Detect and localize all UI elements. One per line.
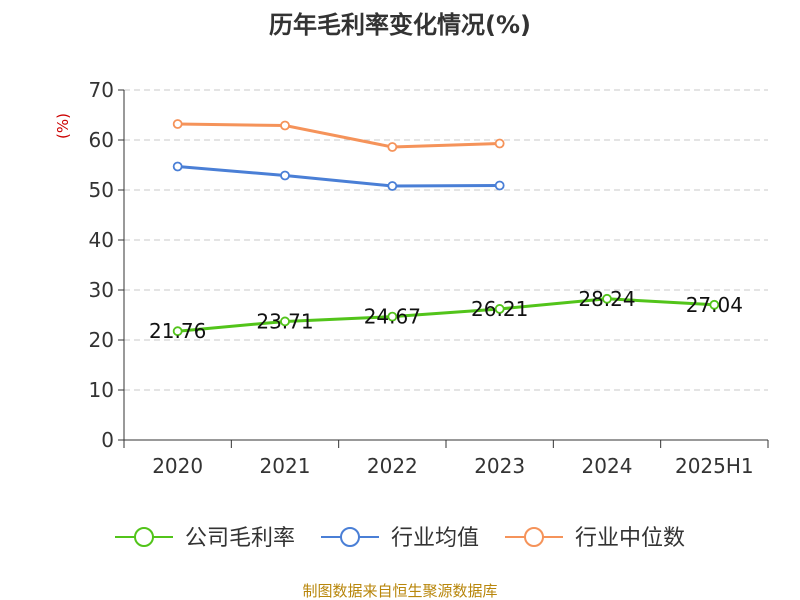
source-note: 制图数据来自恒生聚源数据库	[302, 582, 497, 600]
data-label: 23.71	[256, 309, 313, 333]
data-point	[172, 326, 183, 337]
legend-label: 行业均值	[391, 526, 479, 551]
data-label: 27.04	[686, 293, 743, 317]
legend-item[interactable]: 行业均值	[321, 526, 479, 551]
chart-title: 历年毛利率变化情况(%)	[269, 11, 531, 39]
data-point	[494, 180, 505, 191]
series-line-1	[177, 165, 500, 188]
data-point	[494, 138, 505, 149]
y-tick-label: 10	[89, 378, 114, 402]
data-label: 28.24	[578, 287, 635, 311]
y-tick-label: 70	[89, 78, 114, 102]
data-point	[709, 299, 720, 310]
x-tick-label: 2020	[152, 454, 203, 478]
axes: 0 10 20 30 40 50 60 70 2020 2021 2022 2023 2024 2025H…	[89, 78, 769, 478]
y-tick-label: 0	[101, 428, 114, 452]
y-tick-label: 40	[89, 228, 114, 252]
data-point	[280, 120, 290, 131]
data-point	[172, 161, 183, 172]
y-tick-label: 50	[89, 178, 114, 202]
legend-marker-circle	[340, 527, 360, 547]
y-tick-label: 20	[89, 328, 114, 352]
series-line-2	[177, 122, 500, 149]
data-point	[602, 293, 612, 304]
legend[interactable]: 公司毛利率 行业均值 行业中位数	[115, 526, 685, 551]
y-tick-label: 60	[89, 128, 114, 152]
data-point	[387, 311, 398, 322]
x-tick-label: 2025H1	[675, 454, 754, 478]
legend-marker-circle	[524, 527, 544, 547]
data-labels: 21.76 23.71 24.67 26.21 28.24 27.04	[149, 287, 743, 343]
series-line-0	[177, 297, 715, 333]
data-point	[494, 304, 505, 314]
data-label: 26.21	[471, 297, 528, 321]
y-axis-label: (%)	[54, 113, 72, 139]
x-tick-label: 2024	[582, 454, 633, 478]
x-tick-label: 2021	[260, 454, 311, 478]
data-point	[172, 119, 183, 129]
data-point	[387, 181, 398, 191]
x-tick-label: 2023	[474, 454, 525, 478]
y-tick-label: 30	[89, 278, 114, 302]
legend-item[interactable]: 行业中位数	[505, 526, 685, 551]
grid	[124, 89, 768, 391]
legend-item[interactable]: 公司毛利率	[115, 526, 295, 551]
data-point	[280, 316, 290, 327]
x-tick-label: 2022	[367, 454, 418, 478]
legend-label: 公司毛利率	[185, 526, 295, 551]
data-label: 24.67	[364, 305, 421, 329]
data-label: 21.76	[149, 319, 206, 343]
series	[172, 119, 720, 337]
legend-marker-circle	[134, 527, 154, 547]
legend-label: 行业中位数	[575, 526, 685, 551]
data-point	[280, 170, 290, 181]
data-point	[387, 142, 398, 152]
